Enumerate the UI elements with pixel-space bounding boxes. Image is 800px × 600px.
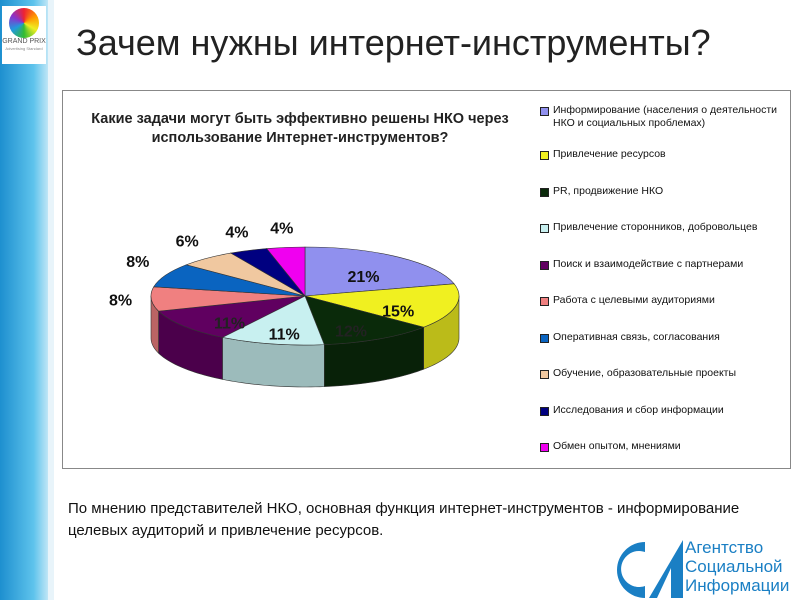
legend-item: Работа с целевыми аудиториями bbox=[540, 294, 715, 307]
pie-slice bbox=[304, 295, 425, 345]
logo-star-icon bbox=[9, 8, 39, 38]
decorative-stripe-light bbox=[48, 0, 54, 600]
pie-data-label: 15% bbox=[382, 304, 414, 321]
pie-data-label: 11% bbox=[269, 327, 300, 344]
pie-data-label: 4% bbox=[270, 221, 293, 238]
legend-swatch bbox=[540, 260, 549, 270]
legend-label: Привлечение сторонников, добровольцев bbox=[553, 221, 758, 233]
pie-data-label: 8% bbox=[126, 254, 149, 271]
legend-label: Работа с целевыми аудиториями bbox=[553, 294, 715, 306]
legend-item: PR, продвижение НКО bbox=[540, 185, 663, 198]
pie-data-label: 11% bbox=[214, 316, 245, 333]
legend-label: PR, продвижение НКО bbox=[553, 184, 664, 197]
legend-swatch bbox=[540, 370, 549, 379]
pie-slice bbox=[157, 295, 306, 338]
pie-slice bbox=[221, 295, 325, 346]
asi-line-2: Социальной bbox=[685, 557, 783, 576]
legend-item: Оперативная связь, согласования bbox=[540, 331, 720, 344]
pie-data-label: 21% bbox=[348, 269, 380, 286]
legend-label: Обмен опытом, мнениями bbox=[553, 440, 681, 452]
pie-data-label: 8% bbox=[109, 293, 132, 310]
legend-swatch bbox=[540, 187, 549, 197]
legend-swatch bbox=[540, 107, 549, 116]
legend-item: Обмен опытом, мнениями bbox=[540, 440, 681, 453]
logo-sub: Advertising Standard bbox=[5, 46, 43, 51]
logo-name: GRAND PRIX bbox=[2, 38, 46, 45]
legend-item: Привлечение сторонников, добровольцев bbox=[540, 221, 757, 234]
pie-data-label: 4% bbox=[225, 224, 248, 241]
pie-slice bbox=[266, 246, 306, 297]
legend-label: Исследования и сбор информации bbox=[553, 403, 724, 416]
legend-item: Поиск и взаимодействие с партнерами bbox=[540, 258, 743, 271]
slide-title: Зачем нужны интернет-инструменты? bbox=[76, 22, 711, 63]
legend-item: Исследования и сбор информации bbox=[540, 404, 724, 417]
legend-item: Информирование (населения о деятельности… bbox=[540, 104, 790, 130]
legend-swatch bbox=[540, 333, 549, 343]
legend-item: Обучение, образовательные проекты bbox=[540, 367, 736, 380]
legend-label: Поиск и взаимодействие с партнерами bbox=[553, 257, 744, 270]
legend-item: Привлечение ресурсов bbox=[540, 148, 666, 161]
slide-caption: По мнению представителей НКО, основная ф… bbox=[68, 500, 740, 539]
legend-label: Привлечение ресурсов bbox=[553, 148, 666, 160]
asi-logo: Агентство Социальной Информации bbox=[605, 538, 795, 598]
decorative-stripe bbox=[0, 0, 48, 600]
legend-label: Информирование (населения о деятельности… bbox=[553, 104, 778, 129]
legend-swatch bbox=[540, 443, 549, 452]
legend-swatch bbox=[540, 151, 549, 160]
chart-title: Какие задачи могут быть эффективно решен… bbox=[91, 111, 509, 146]
grand-prix-logo: GRAND PRIX Advertising Standard bbox=[2, 6, 46, 64]
pie-data-label: 6% bbox=[176, 234, 199, 251]
legend-swatch bbox=[540, 297, 549, 306]
legend-swatch bbox=[540, 224, 549, 233]
asi-logo-mark bbox=[617, 540, 683, 598]
legend-swatch bbox=[540, 406, 549, 416]
legend-label: Оперативная связь, согласования bbox=[553, 330, 720, 343]
pie-data-label: 12% bbox=[335, 324, 367, 341]
legend-label: Обучение, образовательные проекты bbox=[553, 367, 737, 379]
pie-slice bbox=[304, 283, 460, 328]
pie-slice bbox=[304, 246, 455, 297]
asi-line-1: Агентство bbox=[685, 538, 764, 557]
asi-line-3: Информации bbox=[685, 576, 790, 595]
